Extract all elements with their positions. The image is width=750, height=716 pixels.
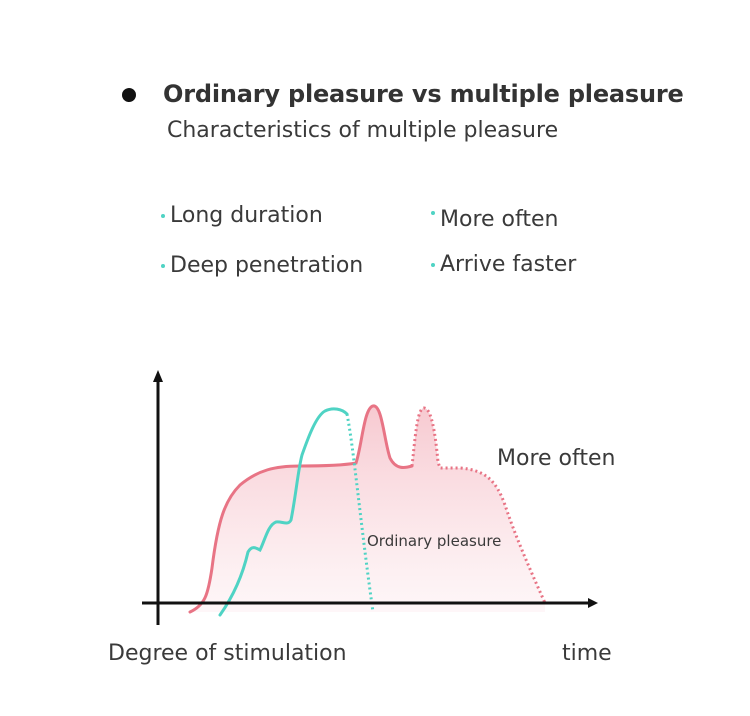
x-axis-arrow-icon	[588, 598, 598, 608]
multiple-pleasure-label: More often	[497, 446, 615, 471]
ordinary-pleasure-label: Ordinary pleasure	[367, 532, 501, 550]
ordinary-pleasure-curve	[218, 407, 349, 617]
teal-dot-icon	[431, 262, 435, 267]
teal-dot-icon	[161, 213, 165, 218]
page-title: Ordinary pleasure vs multiple pleasure	[163, 80, 684, 108]
y-axis-arrow-icon	[153, 370, 163, 382]
x-axis-label-left: Degree of stimulation	[108, 641, 347, 666]
feature-label: More often	[440, 207, 559, 232]
feature-label: Arrive faster	[440, 252, 577, 277]
feature-item: Long duration	[161, 203, 323, 228]
feature-label: Long duration	[170, 203, 323, 228]
x-axis-label-right: time	[562, 641, 612, 666]
bullet-dot	[122, 88, 136, 102]
teal-dot-icon	[431, 210, 435, 215]
multiple-pleasure-curve	[188, 404, 414, 614]
feature-item: Arrive faster	[431, 252, 576, 277]
feature-item: Deep penetration	[161, 253, 363, 278]
feature-label: Deep penetration	[170, 253, 364, 278]
ordinary-pleasure-dotted-curve	[345, 413, 375, 613]
page-subtitle: Characteristics of multiple pleasure	[167, 118, 559, 143]
teal-dot-icon	[161, 263, 165, 268]
feature-item: More often	[431, 207, 558, 232]
multiple-pleasure-area	[190, 405, 545, 612]
